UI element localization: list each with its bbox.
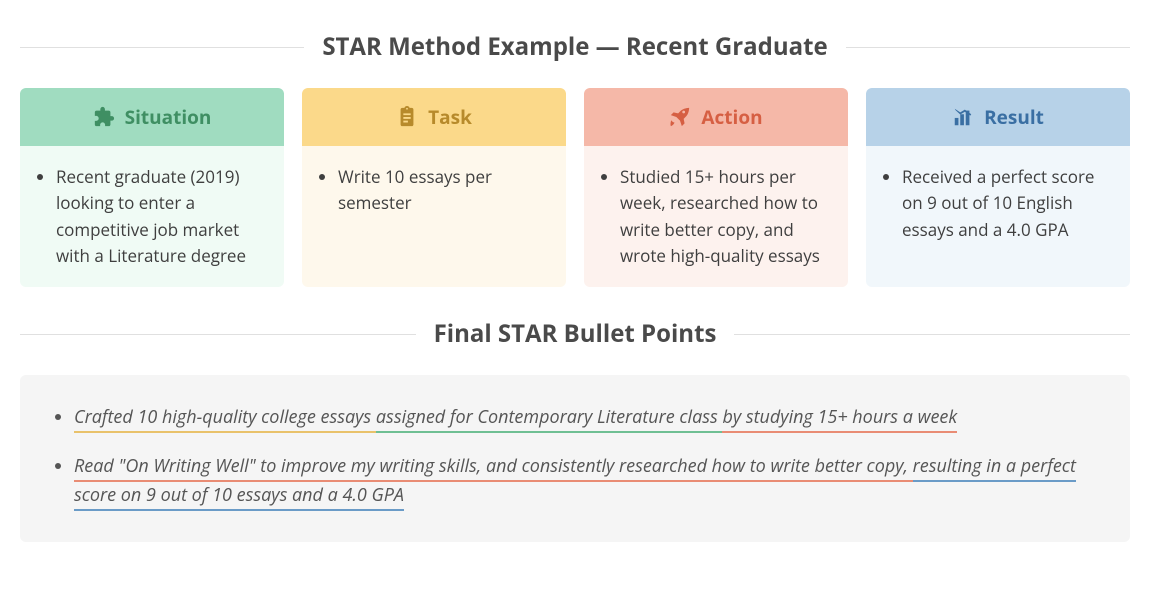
final-bullet-box: Crafted 10 high-quality college essays a… [20,375,1130,541]
card-situation: Situation Recent graduate (2019) looking… [20,88,284,287]
card-result: Result Received a perfect score on 9 out… [866,88,1130,287]
card-action-body: Studied 15+ hours per week, researched h… [584,146,848,287]
card-action-label: Action [701,104,762,130]
card-situation-bullet: Recent graduate (2019) looking to enter … [56,164,270,269]
card-result-body: Received a perfect score on 9 out of 10 … [866,146,1130,287]
card-situation-body: Recent graduate (2019) looking to enter … [20,146,284,287]
main-title-divider: STAR Method Example — Recent Graduate [20,30,1130,63]
chart-icon [952,106,974,128]
final-bullet-1: Crafted 10 high-quality college essays a… [74,403,1100,432]
card-situation-header: Situation [20,88,284,146]
clipboard-icon [396,106,418,128]
card-result-label: Result [984,104,1044,130]
final-segment-task: Crafted 10 high-quality college essays [74,405,376,433]
final-title: Final STAR Bullet Points [416,317,735,350]
final-segment-situation: assigned for Contemporary Literature cla… [376,405,723,433]
card-action: Action Studied 15+ hours per week, resea… [584,88,848,287]
card-action-bullet: Studied 15+ hours per week, researched h… [620,164,834,269]
final-bullet-2: Read "On Writing Well" to improve my wri… [74,452,1100,510]
card-situation-label: Situation [125,104,212,130]
card-task-header: Task [302,88,566,146]
card-result-bullet: Received a perfect score on 9 out of 10 … [902,164,1116,243]
card-task-bullet: Write 10 essays per semester [338,164,552,217]
final-segment-action: Read "On Writing Well" to improve my wri… [74,454,913,482]
card-task: Task Write 10 essays per semester [302,88,566,287]
card-task-body: Write 10 essays per semester [302,146,566,287]
star-cards-row: Situation Recent graduate (2019) looking… [20,88,1130,287]
rocket-icon [669,106,691,128]
puzzle-icon [93,106,115,128]
main-title: STAR Method Example — Recent Graduate [304,30,845,63]
final-bullet-list: Crafted 10 high-quality college essays a… [50,403,1100,509]
card-result-header: Result [866,88,1130,146]
card-task-label: Task [428,104,472,130]
card-action-header: Action [584,88,848,146]
final-segment-action: by studying 15+ hours a week [722,405,957,433]
final-title-divider: Final STAR Bullet Points [20,317,1130,350]
